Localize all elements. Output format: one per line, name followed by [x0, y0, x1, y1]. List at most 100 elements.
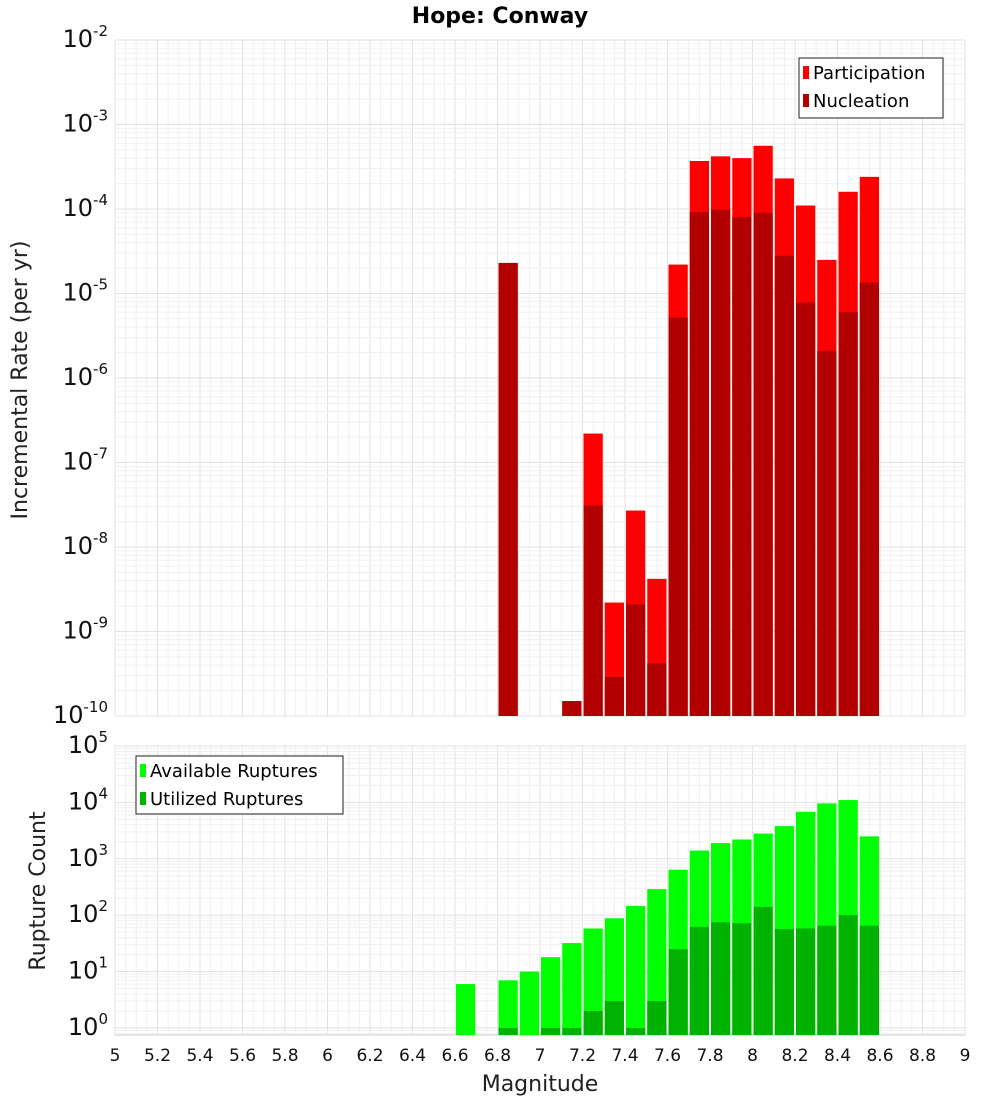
utilized-ruptures-bar	[859, 925, 879, 1035]
x-tick-label: 5.8	[271, 1046, 298, 1066]
utilized-ruptures-bar	[838, 915, 858, 1035]
x-tick-label: 6.2	[356, 1046, 383, 1066]
available-ruptures-legend-swatch	[140, 764, 146, 777]
x-tick-label: 5.2	[144, 1046, 171, 1066]
utilized-ruptures-bar	[711, 922, 731, 1035]
nucleation-bar	[817, 350, 837, 716]
utilized-ruptures-bar	[562, 1027, 582, 1035]
x-tick-label: 8	[747, 1046, 758, 1066]
rate-y-tick-label: 10-3	[62, 107, 108, 138]
rate-y-tick-exponent: -6	[93, 360, 108, 378]
rate-y-tick-label: 10-10	[53, 698, 108, 729]
x-tick-label: 7.4	[611, 1046, 638, 1066]
rate-y-tick-label: 10-7	[62, 445, 108, 476]
rate-y-tick-exponent: -2	[93, 22, 108, 40]
rate-y-tick-label: 10-6	[62, 360, 108, 391]
count-y-tick-label: 100	[68, 1010, 108, 1041]
utilized-ruptures-bar	[796, 928, 816, 1035]
participation-legend-swatch	[803, 66, 809, 79]
x-tick-label: 6.6	[441, 1046, 468, 1066]
count-bars	[456, 800, 879, 1035]
rate-y-tick-exponent: -8	[93, 529, 108, 547]
utilized-ruptures-legend-label: Utilized Ruptures	[150, 789, 303, 810]
rate-y-tick-exponent: -4	[93, 191, 108, 209]
participation-legend-label: Participation	[813, 63, 925, 84]
count-y-tick-exponent: 5	[98, 728, 108, 746]
rate-y-tick-label: 10-4	[62, 191, 108, 222]
rate-y-tick-exponent: -9	[93, 614, 108, 632]
x-tick-label: 6.8	[484, 1046, 511, 1066]
available-ruptures-legend-label: Available Ruptures	[150, 761, 318, 782]
nucleation-bar	[774, 255, 794, 716]
nucleation-bar	[498, 262, 518, 716]
count-y-tick-exponent: 2	[98, 897, 108, 915]
count-y-tick-label: 101	[68, 954, 108, 985]
count-legend: Available Ruptures Utilized Ruptures	[135, 755, 344, 815]
x-axis-ticks: 5 5.2 5.4 5.6 5.8 6 6.2 6.4 6.6 6.8 7 7.2 7.4 7.6 7.8 8…	[110, 1046, 971, 1066]
utilized-ruptures-bar	[647, 1001, 667, 1035]
utilized-ruptures-bar	[498, 1027, 518, 1035]
x-tick-label: 8.6	[866, 1046, 893, 1066]
y-axis-label-count: Rupture Count	[26, 811, 51, 971]
utilized-ruptures-legend-swatch	[140, 792, 146, 805]
nucleation-bar	[796, 302, 816, 716]
nucleation-bar	[626, 604, 646, 716]
x-tick-label: 7.2	[569, 1046, 596, 1066]
rate-y-tick-label: 10-5	[62, 276, 108, 307]
nucleation-bar	[562, 701, 582, 716]
legend-box	[798, 57, 944, 119]
nucleation-bar	[604, 676, 624, 716]
nucleation-bar	[689, 212, 709, 716]
x-tick-label: 9	[960, 1046, 971, 1066]
nucleation-bar	[838, 312, 858, 716]
nucleation-legend-label: Nucleation	[813, 91, 909, 112]
available-ruptures-bar	[498, 980, 518, 1035]
x-tick-label: 8.2	[781, 1046, 808, 1066]
x-tick-label: 6	[322, 1046, 333, 1066]
available-ruptures-bar	[626, 906, 646, 1035]
rate-y-tick-exponent: -10	[84, 698, 109, 716]
count-y-tick-label: 102	[68, 897, 108, 928]
rate-y-tick-exponent: -7	[93, 445, 108, 463]
count-y-tick-label: 103	[68, 841, 108, 872]
nucleation-bar	[668, 317, 688, 716]
available-ruptures-bar	[583, 928, 603, 1035]
x-tick-label: 7.8	[696, 1046, 723, 1066]
x-tick-label: 8.8	[909, 1046, 936, 1066]
nucleation-bar	[647, 663, 667, 716]
x-tick-label: 5.6	[229, 1046, 256, 1066]
x-tick-label: 5.4	[186, 1046, 213, 1066]
utilized-ruptures-bar	[689, 926, 709, 1035]
count-y-tick-exponent: 3	[98, 841, 108, 859]
nucleation-legend-swatch	[803, 94, 809, 107]
count-y-tick-exponent: 0	[98, 1010, 108, 1028]
x-axis-label: Magnitude	[482, 1072, 599, 1097]
x-tick-label: 7	[535, 1046, 546, 1066]
rate-y-tick-exponent: -5	[93, 276, 108, 294]
utilized-ruptures-bar	[604, 1001, 624, 1035]
legend-box	[135, 755, 344, 815]
y-axis-label-rate: Incremental Rate (per yr)	[8, 241, 33, 520]
available-ruptures-bar	[647, 889, 667, 1035]
utilized-ruptures-bar	[583, 1010, 603, 1035]
utilized-ruptures-bar	[753, 906, 773, 1035]
x-tick-label: 5	[110, 1046, 121, 1066]
available-ruptures-bar	[456, 984, 476, 1035]
rate-y-ticks: 10-10 10-9 10-8 10-7 10-6 10-5 10-4 10-3 10-2	[53, 22, 108, 729]
nucleation-bar	[732, 217, 752, 716]
rate-grid	[114, 39, 966, 717]
x-tick-label: 7.6	[654, 1046, 681, 1066]
rate-y-tick-label: 10-8	[62, 529, 108, 560]
utilized-ruptures-bar	[541, 1027, 561, 1035]
available-ruptures-bar	[541, 957, 561, 1035]
rate-y-tick-exponent: -3	[93, 107, 108, 125]
utilized-ruptures-bar	[774, 928, 794, 1035]
rate-legend: Participation Nucleation	[798, 57, 944, 119]
nucleation-bar	[711, 209, 731, 716]
rate-y-tick-label: 10-9	[62, 614, 108, 645]
nucleation-bar	[753, 212, 773, 716]
count-y-tick-label: 105	[68, 728, 108, 759]
